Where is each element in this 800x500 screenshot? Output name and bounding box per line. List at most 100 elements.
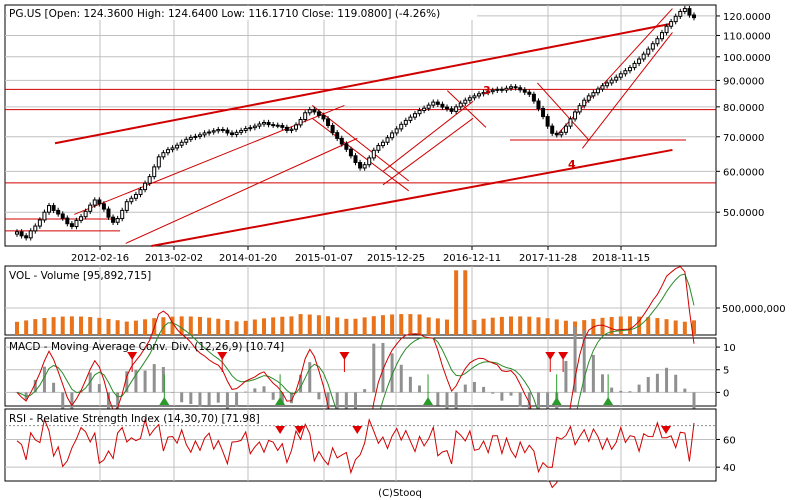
volume-bar (600, 317, 605, 335)
volume-bar (673, 320, 678, 335)
macd-histogram-bar (436, 392, 440, 406)
candle-body (481, 91, 486, 95)
candle-body (124, 201, 129, 211)
candle-body (335, 132, 340, 139)
volume-bar (362, 317, 367, 335)
candle-body (33, 225, 38, 232)
macd-histogram-bar (601, 374, 605, 393)
macd-histogram-bar (372, 343, 376, 393)
rsi-y-tick-label: 60 (723, 435, 736, 446)
candle-body (614, 76, 619, 81)
date-tick-label: 2015-01-07 (295, 253, 353, 264)
volume-plot-area[interactable] (4, 265, 717, 336)
candle-body (202, 132, 207, 136)
candle-body (179, 141, 184, 146)
macd-histogram-bar (381, 342, 385, 393)
price-plot-area[interactable] (4, 4, 717, 247)
candle-body (673, 15, 678, 23)
macd-histogram-bar (152, 364, 156, 393)
volume-bar (618, 316, 623, 335)
candle-body (234, 131, 239, 136)
macd-histogram-bar (683, 388, 687, 393)
volume-bar (106, 318, 111, 335)
volume-bar (371, 316, 376, 335)
candle-body (37, 219, 42, 227)
rsi-sell-marker (275, 426, 286, 434)
macd-histogram-bar (445, 392, 449, 424)
candle-body (271, 124, 276, 127)
macd-sell-marker (217, 352, 228, 360)
volume-bar (518, 316, 523, 335)
macd-histogram-bar (216, 392, 220, 403)
volume-bar (582, 320, 587, 335)
macd-histogram-bar (299, 374, 303, 393)
candle-body (545, 116, 550, 127)
candle-body (582, 99, 587, 107)
candle-body (115, 218, 120, 223)
macd-histogram-bar (207, 392, 211, 406)
major-trendline (54, 22, 673, 145)
candle-body (207, 131, 212, 134)
rsi-y-axis: 60 40 (716, 435, 736, 474)
volume-bar (664, 319, 669, 335)
rsi-line (16, 417, 695, 475)
volume-bar (115, 320, 120, 335)
candle-body (339, 137, 344, 145)
candle-body (312, 109, 317, 113)
volume-bar (88, 317, 93, 335)
candle-body (129, 197, 134, 203)
candle-body (641, 53, 646, 60)
price-vertical-grid (99, 5, 622, 246)
rsi-plot-area[interactable] (4, 408, 717, 482)
volume-bar (490, 317, 495, 335)
macd-histogram-bar (573, 326, 577, 393)
volume-bar (527, 316, 532, 335)
volume-bar (609, 316, 614, 335)
candle-body (60, 213, 65, 219)
macd-histogram-bar (161, 367, 165, 393)
candle-body (51, 205, 56, 211)
date-tick-label: 2014-01-20 (219, 253, 277, 264)
price-y-tick-label: 50.0000 (723, 208, 764, 219)
volume-bar (316, 315, 321, 335)
candle-body (161, 152, 166, 158)
candle-body (225, 129, 230, 134)
macd-histogram-bar (171, 392, 175, 393)
candle-body (165, 149, 170, 154)
macd-histogram-bar (116, 392, 120, 410)
volume-bar (380, 315, 385, 335)
macd-sell-marker (545, 352, 556, 360)
candle-body (321, 114, 326, 120)
macd-histogram-bar (271, 392, 275, 400)
volume-y-label: 500,000,000 (722, 304, 786, 315)
candle-body (348, 148, 353, 157)
macd-histogram-bar (628, 391, 632, 393)
macd-buy-marker (159, 397, 170, 405)
candle-body (275, 124, 280, 127)
volume-bar (143, 319, 148, 335)
rsi-sell-marker (294, 426, 305, 434)
channel-line (537, 82, 590, 141)
macd-histogram-bar (610, 387, 614, 393)
candle-body (156, 156, 161, 168)
volume-bar (60, 316, 65, 335)
candle-body (618, 73, 623, 78)
volume-panel: 500,000,000 VOL - Volume [95,892,715] (4, 265, 786, 336)
candle-body (435, 101, 440, 105)
candle-body (92, 199, 97, 206)
candle-body (243, 128, 248, 131)
candle-body (541, 108, 546, 118)
volume-bar (408, 314, 413, 335)
macd-buy-marker (551, 397, 562, 405)
candle-body (188, 136, 193, 140)
candle-body (380, 141, 385, 147)
volume-bar (536, 317, 541, 335)
volume-bar (655, 318, 660, 335)
volume-grid (5, 266, 716, 335)
volume-bar (207, 317, 212, 335)
date-tick-label: 2018-11-15 (592, 253, 650, 264)
macd-signal-markers (127, 352, 614, 405)
candle-body (664, 25, 669, 34)
candle-body (637, 58, 642, 64)
annotation-3: 3 (483, 84, 491, 97)
